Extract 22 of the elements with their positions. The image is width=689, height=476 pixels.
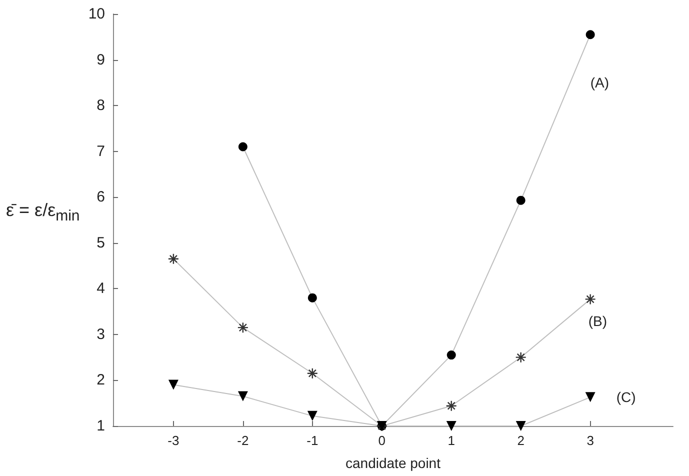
y-tick-label: 3 xyxy=(96,326,105,343)
y-tick-label: 9 xyxy=(96,51,105,68)
y-tick-label: 1 xyxy=(96,418,105,434)
series-label: (C) xyxy=(616,389,636,406)
y-tick-label: 6 xyxy=(96,188,105,206)
y-tick-label: 4 xyxy=(96,280,105,298)
x-axis-title: candidate point xyxy=(346,455,441,471)
y-tick-label: 2 xyxy=(96,372,105,389)
series-label: (B) xyxy=(588,313,607,330)
x-tick-label: 3 xyxy=(586,433,594,448)
series-label: (A) xyxy=(590,74,609,91)
y-tick-label: 7 xyxy=(96,142,105,160)
x-tick-label: 2 xyxy=(517,433,524,448)
x-tick-label: 0 xyxy=(378,433,386,448)
y-tick-label: 10 xyxy=(88,6,105,22)
x-tick-label: 1 xyxy=(448,433,455,448)
y-tick-label: 5 xyxy=(96,234,105,252)
x-tick-label: -2 xyxy=(237,433,249,448)
y-tick-label: 8 xyxy=(96,97,105,114)
x-tick-label: -3 xyxy=(168,433,180,448)
y-axis-title: ε̄ = ε/ε$_{min}$ xyxy=(6,200,80,225)
x-tick-label: -1 xyxy=(306,433,318,448)
